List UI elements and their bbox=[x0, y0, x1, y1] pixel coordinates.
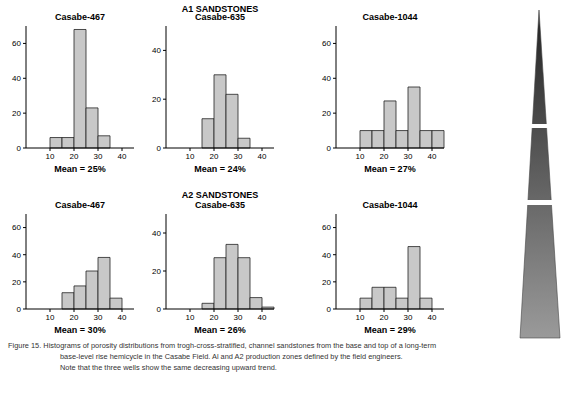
svg-text:0: 0 bbox=[327, 305, 332, 314]
svg-text:40: 40 bbox=[12, 251, 21, 260]
html-text:A1 SANDSTONES: A1 SANDSTONES bbox=[181, 4, 259, 14]
svg-text:60: 60 bbox=[322, 39, 331, 48]
svg-text:20: 20 bbox=[12, 278, 21, 287]
html-text:Note that the three wells show: Note that the three wells show the same … bbox=[60, 363, 277, 372]
svg-text:10: 10 bbox=[356, 313, 365, 322]
svg-text:30: 30 bbox=[234, 152, 243, 161]
svg-text:40: 40 bbox=[428, 313, 437, 322]
html-text:Mean = 30%: Mean = 30% bbox=[54, 325, 106, 335]
svg-text:20: 20 bbox=[210, 313, 219, 322]
html-text:Casabe-635: Casabe-635 bbox=[195, 12, 245, 22]
svg-text:40: 40 bbox=[118, 152, 127, 161]
svg-text:20: 20 bbox=[152, 267, 161, 276]
svg-text:10: 10 bbox=[186, 313, 195, 322]
svg-text:40: 40 bbox=[118, 313, 127, 322]
svg-text:20: 20 bbox=[152, 95, 161, 104]
svg-text:20: 20 bbox=[322, 278, 331, 287]
html-text:Mean = 29%: Mean = 29% bbox=[364, 325, 416, 335]
html-text:base-level rise hemicycle in t: base-level rise hemicycle in the Casabe … bbox=[60, 352, 403, 361]
svg-text:30: 30 bbox=[234, 313, 243, 322]
svg-text:40: 40 bbox=[12, 74, 21, 83]
html-text:Mean = 25%: Mean = 25% bbox=[54, 164, 106, 174]
html-text:Mean = 27%: Mean = 27% bbox=[364, 164, 416, 174]
svg-text:10: 10 bbox=[356, 152, 365, 161]
svg-text:40: 40 bbox=[428, 152, 437, 161]
svg-text:60: 60 bbox=[322, 223, 331, 232]
svg-text:40: 40 bbox=[152, 46, 161, 55]
svg-text:40: 40 bbox=[258, 152, 267, 161]
svg-text:30: 30 bbox=[404, 152, 413, 161]
html-text:Casabe-467: Casabe-467 bbox=[55, 200, 105, 210]
svg-text:0: 0 bbox=[157, 144, 162, 153]
svg-text:30: 30 bbox=[94, 152, 103, 161]
svg-text:40: 40 bbox=[258, 313, 267, 322]
svg-text:20: 20 bbox=[70, 152, 79, 161]
svg-text:10: 10 bbox=[186, 152, 195, 161]
svg-text:20: 20 bbox=[380, 313, 389, 322]
svg-text:30: 30 bbox=[404, 313, 413, 322]
svg-text:40: 40 bbox=[152, 229, 161, 238]
svg-text:20: 20 bbox=[70, 313, 79, 322]
html-text:A2 SANDSTONES: A2 SANDSTONES bbox=[181, 190, 259, 200]
svg-text:20: 20 bbox=[210, 152, 219, 161]
svg-text:0: 0 bbox=[17, 305, 22, 314]
html-text:Mean = 24%: Mean = 24% bbox=[194, 164, 246, 174]
svg-text:0: 0 bbox=[17, 144, 22, 153]
html-text:Casabe-1044: Casabe-1044 bbox=[362, 200, 418, 210]
html-text:Mean = 26%: Mean = 26% bbox=[194, 325, 246, 335]
svg-text:20: 20 bbox=[322, 109, 331, 118]
svg-text:40: 40 bbox=[322, 74, 331, 83]
html-text:Casabe-635: Casabe-635 bbox=[195, 200, 245, 210]
svg-text:10: 10 bbox=[46, 313, 55, 322]
svg-text:40: 40 bbox=[322, 251, 331, 260]
svg-text:60: 60 bbox=[12, 223, 21, 232]
svg-text:20: 20 bbox=[380, 152, 389, 161]
html-text:Casabe-1044: Casabe-1044 bbox=[362, 12, 418, 22]
svg-text:60: 60 bbox=[12, 39, 21, 48]
html-text:Figure 15. Histograms of poros: Figure 15. Histograms of porosity distri… bbox=[8, 341, 436, 350]
html-text:Casabe-467: Casabe-467 bbox=[55, 12, 105, 22]
svg-text:20: 20 bbox=[12, 109, 21, 118]
svg-text:0: 0 bbox=[327, 144, 332, 153]
svg-text:30: 30 bbox=[94, 313, 103, 322]
svg-text:10: 10 bbox=[46, 152, 55, 161]
svg-text:0: 0 bbox=[157, 305, 162, 314]
